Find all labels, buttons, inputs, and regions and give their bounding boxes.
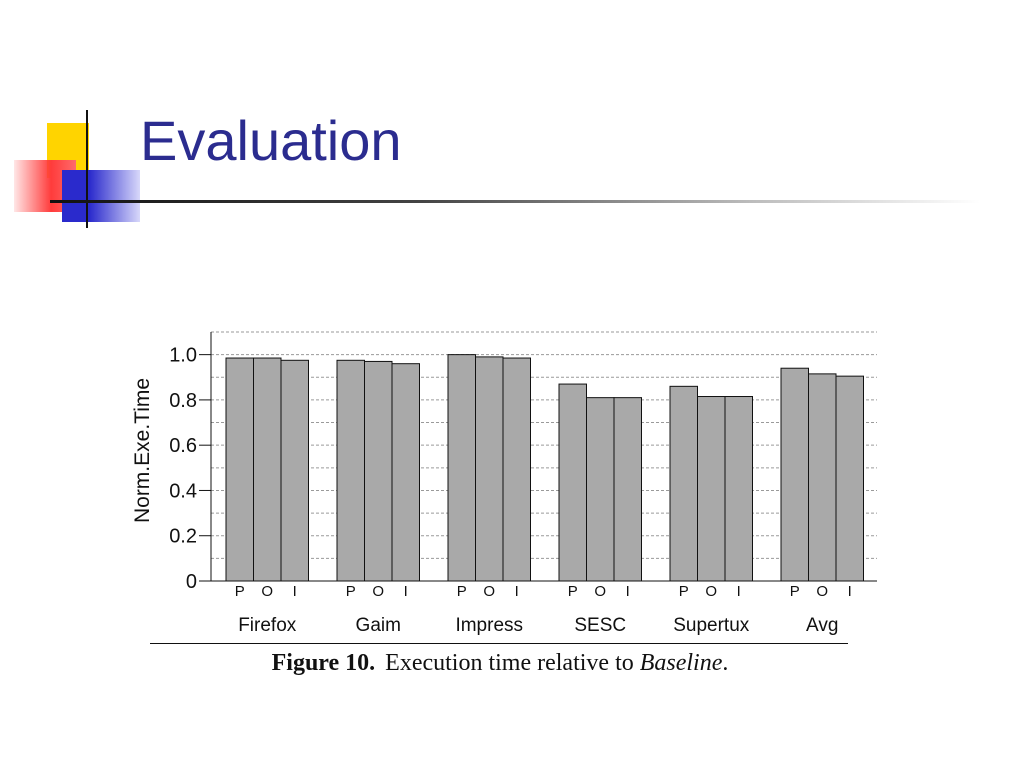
group-label: Supertux [673, 615, 750, 636]
bar-sub-label: P [235, 583, 245, 600]
y-tick-label: 0.8 [169, 390, 197, 412]
bar [475, 356, 504, 582]
y-tick-label: 0.4 [169, 480, 197, 502]
bar [808, 373, 837, 582]
bar [447, 354, 476, 582]
bar [586, 397, 615, 582]
bar-sub-label: I [737, 583, 741, 600]
bar [391, 363, 420, 582]
bar-sub-label: O [816, 583, 828, 600]
y-tick-label: 1.0 [169, 345, 197, 367]
group-label: SESC [574, 615, 626, 636]
bar-sub-label: O [372, 583, 384, 600]
bar-sub-label: O [594, 583, 606, 600]
group-label: Avg [806, 615, 838, 636]
figure-caption: Figure 10. Execution time relative to Bas… [0, 650, 1000, 677]
y-axis-title: Norm.Exe.Time [131, 378, 154, 523]
bar [669, 385, 698, 582]
bar [280, 359, 309, 582]
bar-sub-label: O [483, 583, 495, 600]
bar-sub-label: P [346, 583, 356, 600]
title-underline [50, 200, 980, 203]
bar [697, 396, 726, 582]
bar [613, 397, 642, 582]
bar [502, 357, 531, 582]
y-tick-label: 0.2 [169, 526, 197, 548]
group-label: Gaim [356, 615, 401, 636]
bar-sub-label: I [848, 583, 852, 600]
bar-sub-label: O [705, 583, 717, 600]
bar-sub-label: I [293, 583, 297, 600]
caption-italic: Baseline [639, 650, 723, 676]
bar-sub-label: P [568, 583, 578, 600]
bar [724, 396, 753, 582]
bar-sub-label: P [679, 583, 689, 600]
slide-logo [0, 0, 140, 240]
bar-sub-label: O [261, 583, 273, 600]
slide-title: Evaluation [140, 109, 402, 172]
logo-blue-square [62, 170, 140, 222]
bar-sub-label: I [404, 583, 408, 600]
group-label: Impress [455, 615, 523, 636]
group-label: Firefox [238, 615, 297, 636]
y-tick-label: 0.6 [169, 435, 197, 457]
caption-rule [150, 643, 848, 644]
caption-end: . [722, 650, 729, 676]
bar-sub-label: P [790, 583, 800, 600]
y-tick-label: 0 [186, 571, 197, 593]
bar-sub-label: I [626, 583, 630, 600]
bar [225, 357, 254, 582]
bar-sub-label: P [457, 583, 467, 600]
bar [336, 359, 365, 582]
bar [253, 357, 282, 582]
bar [364, 360, 393, 582]
caption-figure-number: Figure 10. [271, 650, 376, 676]
bar-sub-label: I [515, 583, 519, 600]
bar [780, 367, 809, 582]
logo-vertical-line [86, 110, 88, 228]
caption-text: Execution time relative to [385, 650, 634, 676]
bar [558, 383, 587, 582]
bar [835, 375, 864, 582]
